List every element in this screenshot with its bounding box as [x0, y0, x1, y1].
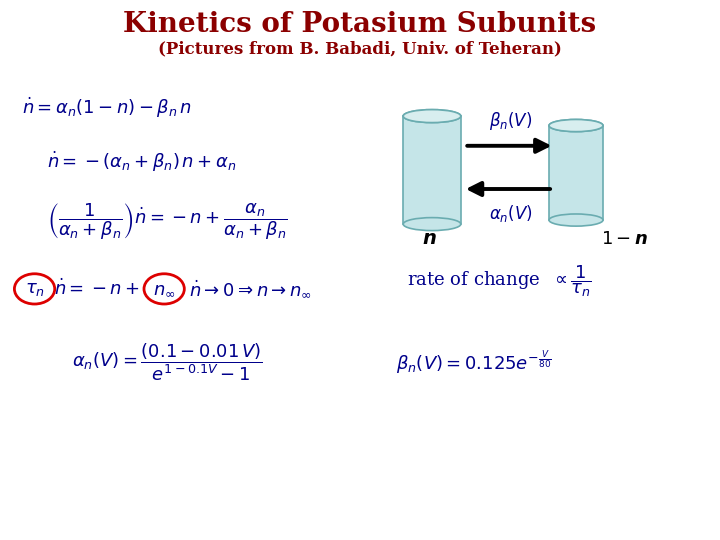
Ellipse shape	[549, 119, 603, 132]
Text: $\dot{n} = -(\alpha_n + \beta_n)\, n + \alpha_n$: $\dot{n} = -(\alpha_n + \beta_n)\, n + \…	[47, 150, 236, 174]
Text: Kinetics of Potasium Subunits: Kinetics of Potasium Subunits	[123, 11, 597, 38]
Text: $\dot{n} = \alpha_n (1 - n) - \beta_n\, n$: $\dot{n} = \alpha_n (1 - n) - \beta_n\, …	[22, 96, 192, 120]
Ellipse shape	[403, 218, 461, 231]
Bar	[403, 116, 461, 224]
Text: $\boldsymbol{n}$: $\boldsymbol{n}$	[423, 230, 437, 248]
Ellipse shape	[403, 110, 461, 123]
Text: $\beta_n(V)$: $\beta_n(V)$	[490, 111, 533, 132]
Ellipse shape	[403, 110, 461, 123]
Bar	[549, 125, 603, 220]
Text: $\alpha_n(V)$: $\alpha_n(V)$	[490, 203, 533, 224]
Text: $\dot{n} \to 0 \Rightarrow n \to n_\infty$: $\dot{n} \to 0 \Rightarrow n \to n_\inft…	[189, 279, 312, 299]
Text: $1 - \boldsymbol{n}$: $1 - \boldsymbol{n}$	[601, 230, 649, 248]
Text: $\alpha_n(V) = \dfrac{(0.1 - 0.01\,V)}{e^{1-0.1V} - 1}$: $\alpha_n(V) = \dfrac{(0.1 - 0.01\,V)}{e…	[72, 341, 263, 383]
Text: $\tau_n$: $\tau_n$	[24, 280, 45, 298]
Text: rate of change  $\propto \dfrac{1}{\tau_n}$: rate of change $\propto \dfrac{1}{\tau_n…	[407, 263, 592, 299]
Ellipse shape	[549, 119, 603, 132]
Text: $\left(\dfrac{1}{\alpha_n + \beta_n}\right)\dot{n} = -n + \dfrac{\alpha_n}{\alph: $\left(\dfrac{1}{\alpha_n + \beta_n}\rig…	[47, 201, 287, 242]
Text: $\dot{n} = -n + $: $\dot{n} = -n + $	[54, 279, 140, 299]
Text: (Pictures from B. Babadi, Univ. of Teheran): (Pictures from B. Babadi, Univ. of Teher…	[158, 40, 562, 57]
Text: $n_\infty$: $n_\infty$	[153, 280, 176, 298]
Text: $\beta_n(V) = 0.125e^{-\frac{V}{80}}$: $\beta_n(V) = 0.125e^{-\frac{V}{80}}$	[396, 348, 552, 376]
Ellipse shape	[549, 214, 603, 226]
